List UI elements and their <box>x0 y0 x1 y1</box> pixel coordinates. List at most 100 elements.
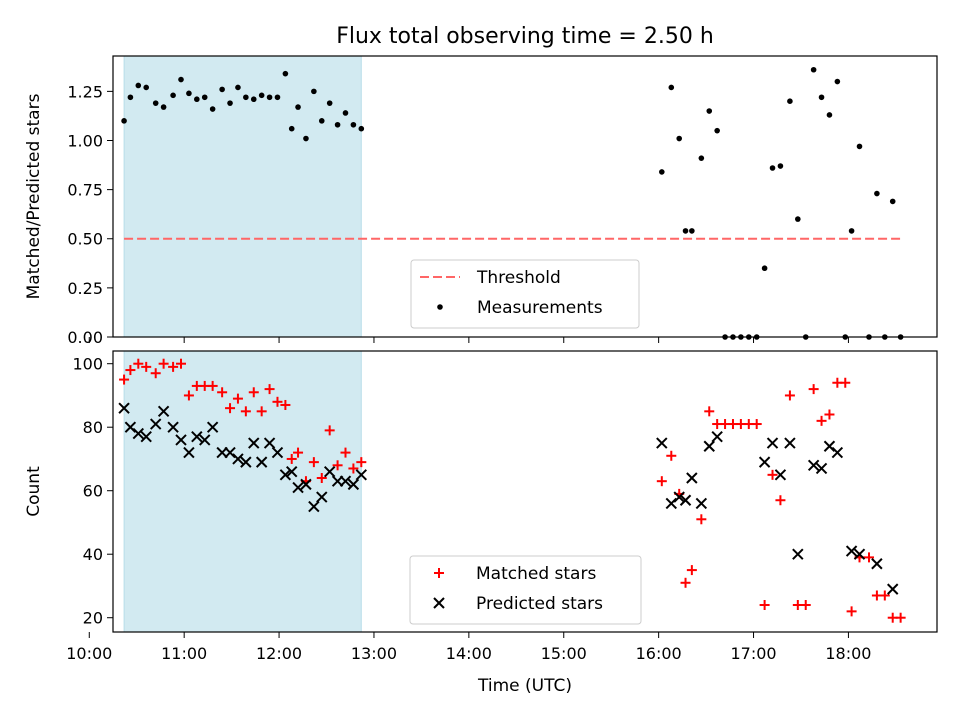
predicted-star-point <box>240 456 252 468</box>
measurement-point <box>219 86 225 93</box>
matched-star-point <box>656 476 667 487</box>
matched-star-point <box>840 377 851 388</box>
measurement-point <box>795 216 801 222</box>
matched-star-point <box>816 415 827 426</box>
measurement-point <box>209 106 216 112</box>
measurement-point <box>318 118 325 124</box>
y-tick-label: 80 <box>83 418 103 437</box>
predicted-star-point <box>206 421 219 433</box>
matched-star-point <box>846 606 857 617</box>
predicted-star-point <box>845 545 858 557</box>
y-tick-label: 40 <box>83 545 103 564</box>
matched-star-point <box>316 473 327 484</box>
matched-star-point <box>308 457 319 468</box>
legend: Threshold Measurements <box>410 259 640 329</box>
measurement-point <box>235 84 241 91</box>
predicted-star-point <box>271 446 284 459</box>
bottom-panel-counts: 20 40 60 80 100 10:00 11:00 12:00 13:00 14:00 15:0… <box>24 350 938 663</box>
measurement-point <box>769 165 776 171</box>
predicted-star-point <box>871 558 883 570</box>
predicted-star-point <box>316 491 328 503</box>
predicted-star-point <box>224 446 236 459</box>
predicted-star-point <box>191 431 203 443</box>
matched-star-point <box>348 463 359 474</box>
matched-star-point <box>158 358 169 369</box>
series-predicted-stars <box>118 402 899 595</box>
x-tick-label: 15:00 <box>541 644 587 663</box>
predicted-star-point <box>758 456 771 468</box>
predicted-star-point <box>323 465 336 478</box>
measurement-point <box>311 88 317 95</box>
matched-star-point <box>751 419 762 430</box>
matched-star-point <box>775 495 786 506</box>
matched-star-point <box>217 387 228 398</box>
matched-star-point <box>141 361 152 372</box>
x-tick-label: 10:00 <box>66 644 112 663</box>
predicted-star-point <box>286 465 298 478</box>
measurement-point <box>227 100 233 106</box>
legend-entry-label: Threshold <box>476 268 561 288</box>
measurement-point <box>834 78 841 85</box>
y-tick-label: 0.25 <box>67 279 103 298</box>
matched-star-point <box>784 390 795 401</box>
measurement-point <box>787 98 793 104</box>
matched-star-point <box>824 409 835 420</box>
measurement-point <box>258 92 265 99</box>
y-tick-label: 0.00 <box>67 328 103 347</box>
predicted-star-point <box>679 494 692 506</box>
measurement-point <box>342 110 349 116</box>
matched-star-point <box>895 612 906 623</box>
top-panel-ratio: 0.00 0.25 0.50 0.75 1.00 1.25 Matched/Predicte… <box>24 55 938 347</box>
matched-star-point <box>240 406 251 417</box>
predicted-star-point <box>686 472 698 484</box>
matched-star-point <box>232 393 243 404</box>
matched-star-point <box>272 396 283 407</box>
measurement-point <box>668 84 675 91</box>
matched-star-point <box>356 457 367 468</box>
observing-span-shading <box>123 350 362 633</box>
predicted-star-point <box>831 446 844 459</box>
matched-star-point <box>686 565 697 576</box>
measurement-point <box>282 70 289 77</box>
predicted-star-point <box>665 497 678 510</box>
measurement-point <box>288 125 295 132</box>
legend-box <box>409 555 642 625</box>
matched-star-point <box>696 514 707 525</box>
measurement-point <box>127 94 134 101</box>
y-tick-label: 1.00 <box>67 131 103 150</box>
legend: Matched stars Predicted stars <box>409 555 642 625</box>
predicted-star-point <box>183 446 195 459</box>
predicted-star-point <box>292 481 304 494</box>
matched-star-point <box>800 600 811 611</box>
predicted-star-point <box>149 418 162 430</box>
matched-star-point <box>332 460 343 471</box>
predicted-star-point <box>774 469 787 481</box>
measurement-point <box>889 198 896 205</box>
y-tick-label: 100 <box>72 355 103 374</box>
predicted-star-point <box>255 456 268 468</box>
predicted-star-point <box>355 469 368 481</box>
matched-star-point <box>879 590 890 601</box>
y-axis-label: Matched/Predicted stars <box>24 93 44 299</box>
x-tick-label: 18:00 <box>825 644 871 663</box>
legend-entry-label: Measurements <box>477 298 603 318</box>
measurement-point <box>178 76 184 83</box>
measurement-point <box>250 96 257 103</box>
measurement-point <box>121 118 127 124</box>
matched-star-point <box>767 469 778 480</box>
y-tick-label: 0.75 <box>67 181 103 200</box>
matched-star-point <box>286 453 297 464</box>
predicted-star-point <box>132 427 145 440</box>
matched-star-point <box>340 447 351 458</box>
predicted-star-point <box>279 469 292 481</box>
predicted-star-point <box>308 500 320 513</box>
predicted-star-point <box>807 459 820 472</box>
predicted-star-point <box>656 437 668 449</box>
matched-star-point <box>808 384 819 395</box>
measurement-point <box>326 100 333 106</box>
predicted-star-point <box>175 434 187 446</box>
measurement-point <box>358 125 365 132</box>
predicted-star-point <box>711 431 723 443</box>
matched-star-point <box>264 384 275 395</box>
